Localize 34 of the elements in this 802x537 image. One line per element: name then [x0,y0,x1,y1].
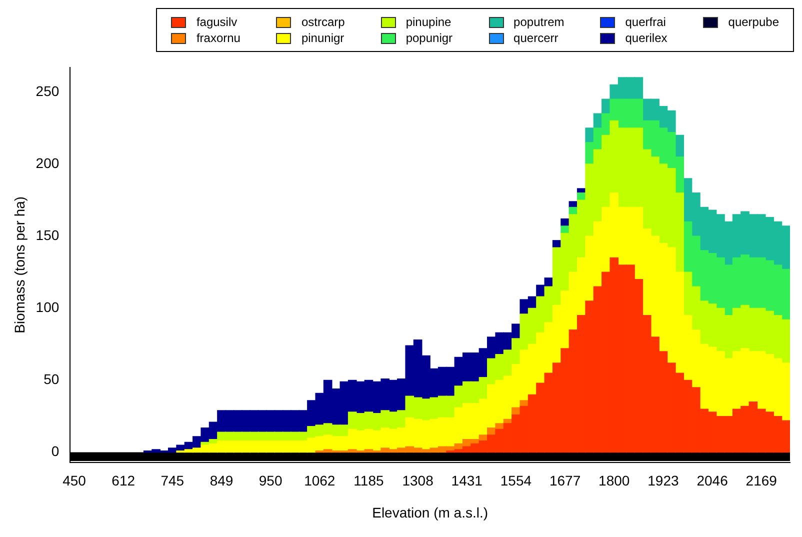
x-tick-label: 2169 [746,472,778,489]
y-tick-label: 150 [36,226,60,243]
x-tick-label: 745 [160,472,184,489]
x-axis-title: Elevation (m a.s.l.) [372,504,488,520]
x-tick-label: 1800 [598,472,630,489]
y-axis-title: Biomass (tons per ha) [11,196,28,334]
legend-label: querilex [625,31,668,45]
legend-label: popunigr [406,31,453,45]
legend-label: pinupine [406,15,452,29]
legend-label: fagusilv [196,15,238,29]
legend-label: ostrcarp [301,15,345,29]
x-tick-label: 1923 [648,472,679,489]
x-tick-label: 1062 [304,472,336,489]
x-tick-label: 1554 [500,472,532,489]
legend-label: querpube [728,15,779,29]
legend-label: pinunigr [301,31,344,45]
x-tick-label: 1677 [549,472,581,489]
x-tick-label: 1185 [354,472,384,489]
legend-label: quercerr [514,31,558,45]
legend-label: poputrem [514,15,564,29]
y-tick-label: 0 [51,443,60,460]
y-tick-label: 100 [36,299,60,316]
y-tick-label: 50 [44,371,60,388]
legend-label: fraxornu [196,31,240,45]
x-tick-label: 1431 [451,472,483,489]
x-tick-label: 450 [62,472,86,489]
x-tick-label: 849 [210,472,234,489]
y-tick-label: 250 [36,82,60,99]
y-tick-label: 200 [36,154,60,171]
x-tick-label: 612 [112,472,136,489]
x-tick-label: 2046 [696,472,728,489]
legend-label: querfrai [625,15,666,29]
x-tick-label: 1308 [402,472,434,489]
x-tick-label: 950 [258,472,282,489]
